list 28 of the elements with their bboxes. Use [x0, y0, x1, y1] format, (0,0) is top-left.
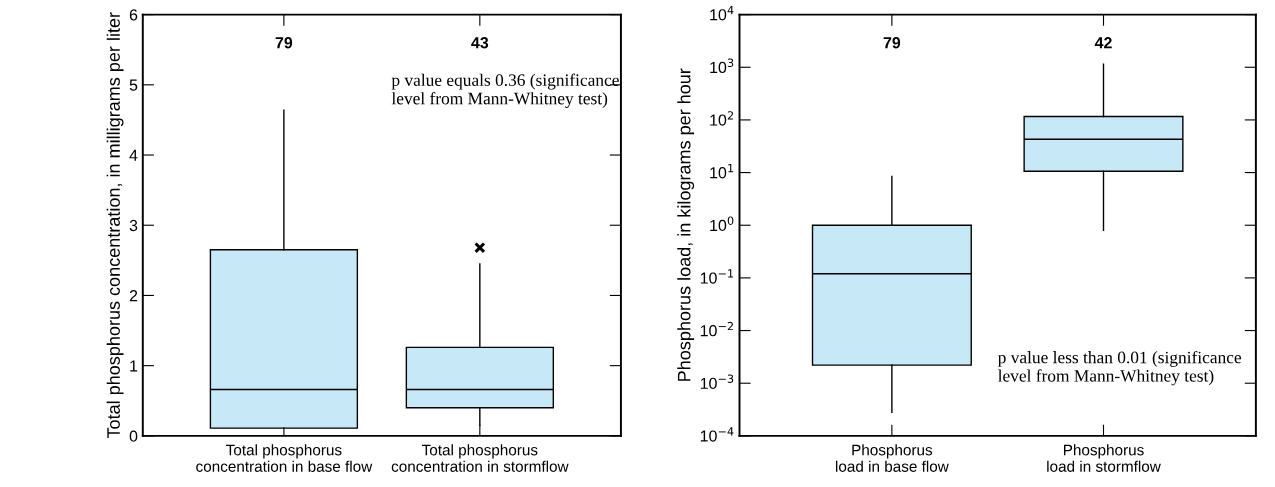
y-tick-label: 10$^{3}$	[710, 58, 734, 74]
y-axis-title: Total phosphorus concentration, in milligrams per liter	[106, 12, 124, 439]
y-tick-label: 10$^{1}$	[710, 163, 734, 179]
y-tick-label: 0	[129, 430, 138, 442]
y-tick-label: 10$^{0}$	[710, 216, 734, 232]
y-tick-label: 10$^{−4}$	[700, 427, 734, 442]
annotation: 79	[883, 37, 901, 49]
annotation: 43	[471, 37, 489, 49]
y-tick-label: 6	[129, 9, 138, 21]
y-tick-label: 3	[129, 219, 138, 232]
y-tick-label: 2	[129, 290, 138, 302]
y-tick-label: 10$^{−1}$	[700, 269, 734, 284]
annotation: 42	[1094, 37, 1112, 49]
y-tick-label: 10$^{−2}$	[700, 321, 733, 337]
x-tick-label: Phosphorus load in base flow	[836, 444, 949, 472]
y-tick-label: 4	[129, 149, 138, 161]
x-tick-label: Phosphorus load in stormflow	[1047, 444, 1161, 472]
y-tick-label: 10$^{2}$	[710, 111, 733, 126]
y-tick-label: 10$^{−3}$	[700, 374, 734, 390]
y-tick-label: 10$^{4}$	[710, 6, 734, 21]
y-tick-label: 5	[129, 79, 138, 91]
annotation: 79	[275, 37, 293, 49]
y-axis-title: Phosphorus load, in kilograms per hour	[677, 68, 695, 381]
x-tick-label: Total phosphorus concentration in base flow	[196, 444, 373, 472]
annotation: p value less than 0.01 (significance level from Mann-Whitney test)	[997, 350, 1242, 386]
y-tick-label: 1	[130, 360, 138, 372]
x-tick-label: Total phosphorus concentration in stormflow	[391, 444, 569, 472]
annotation: p value equals 0.36 (significance level from Mann-Whitney test)	[391, 73, 619, 108]
